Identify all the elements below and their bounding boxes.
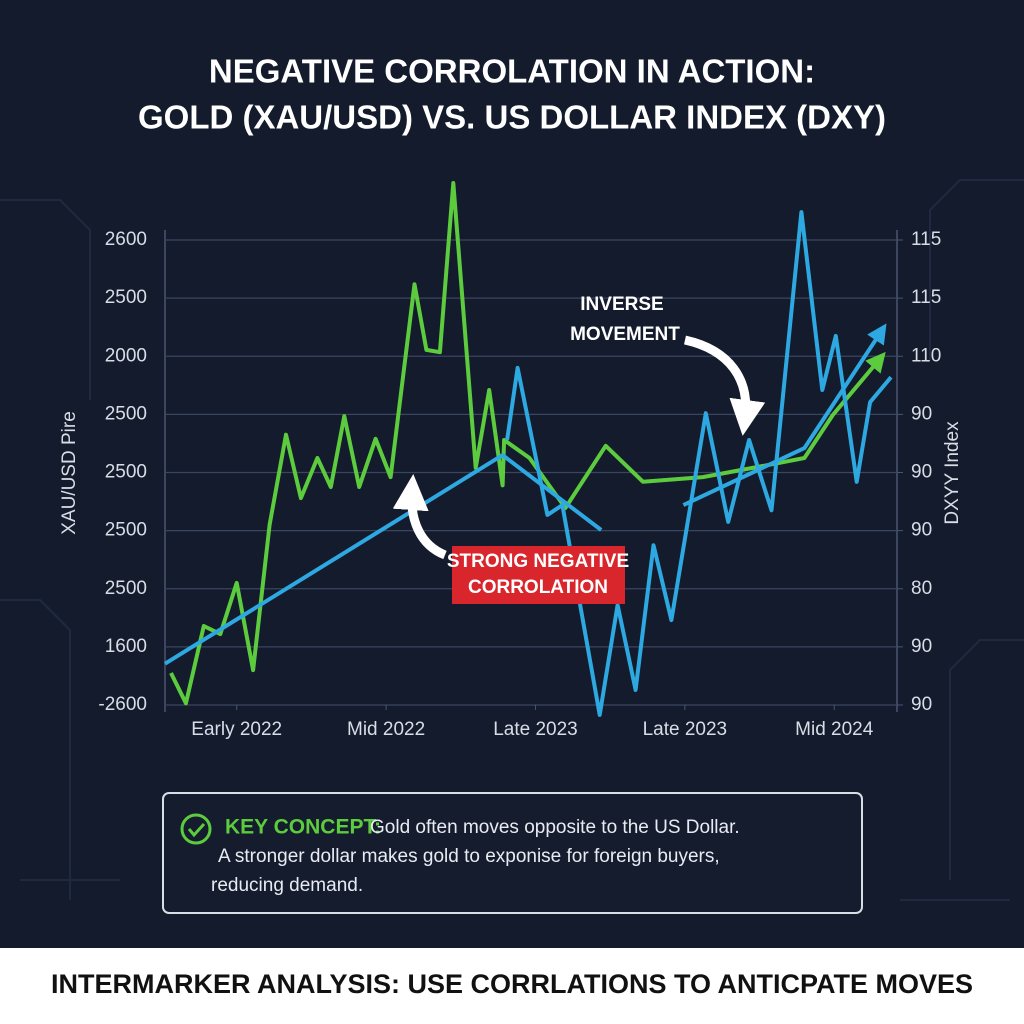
x-tick-label: Early 2022 <box>191 719 282 740</box>
y-tick-label: 2500 <box>105 578 147 599</box>
title-line: NEGATIVE CORROLATION IN ACTION: <box>209 53 815 90</box>
annotation-text: CORROLATION <box>468 577 608 598</box>
series-line <box>169 181 886 706</box>
footer-text: INTERMARKER ANALYSIS: USE CORRLATIONS TO… <box>51 969 973 999</box>
plot: -2600 1600 2500 2500 2500 2500 2000 2500 2600 90 9… <box>98 181 941 740</box>
annotation-arrow <box>683 335 766 436</box>
y-tick-label: 2600 <box>105 229 147 250</box>
annotation-text: MOVEMENT <box>570 324 680 345</box>
key-concept-text: Gold often moves opposite to the US Doll… <box>370 817 740 838</box>
annotation-box <box>452 546 625 604</box>
y2-tick-label: 90 <box>911 636 932 657</box>
x-tick-label: Late 2023 <box>493 719 578 740</box>
check-icon <box>180 813 212 845</box>
y2-tick-label: 90 <box>911 462 932 483</box>
x-tick-label: Late 2023 <box>643 719 728 740</box>
check-icon <box>187 822 206 838</box>
key-concept-text: reducing demand. <box>211 875 363 896</box>
y-tick-label: 2500 <box>105 520 147 541</box>
y-axis-label: XAU/USD Pire <box>59 411 80 535</box>
annotation-arrow <box>392 474 447 560</box>
y2-tick-label: 90 <box>911 694 932 715</box>
series-line <box>163 330 882 666</box>
y2-tick-label: 115 <box>911 287 941 308</box>
series-line <box>505 210 893 717</box>
key-concept-box <box>162 792 863 914</box>
x-tick-label: Mid 2024 <box>795 719 874 740</box>
y-tick-label: 2500 <box>105 403 147 424</box>
y2-tick-label: 110 <box>911 345 941 366</box>
y2-tick-label: 80 <box>911 578 932 599</box>
footer-band <box>0 948 1024 1024</box>
y2-tick-label: 90 <box>911 403 932 424</box>
y-tick-label: 2000 <box>105 345 147 366</box>
y2-tick-label: 115 <box>911 229 941 250</box>
annotation-text: STRONG NEGATIVE <box>447 551 629 572</box>
y-tick-label: 2500 <box>105 287 147 308</box>
annotation-text: INVERSE <box>580 294 663 315</box>
key-concept-label: KEY CONCEPT: <box>225 816 381 839</box>
y-tick-label: 1600 <box>105 636 147 657</box>
key-concept-text: A stronger dollar makes gold to exponise… <box>218 846 720 867</box>
title-line: GOLD (XAU/USD) VS. US DOLLAR INDEX (DXY) <box>138 99 886 136</box>
y-tick-label: -2600 <box>98 694 147 715</box>
y2-tick-label: 90 <box>911 520 932 541</box>
y2-axis-label: DXYY Index <box>942 421 963 525</box>
x-tick-label: Mid 2022 <box>347 719 425 740</box>
y-tick-label: 2500 <box>105 462 147 483</box>
circuit-background <box>0 179 1024 901</box>
